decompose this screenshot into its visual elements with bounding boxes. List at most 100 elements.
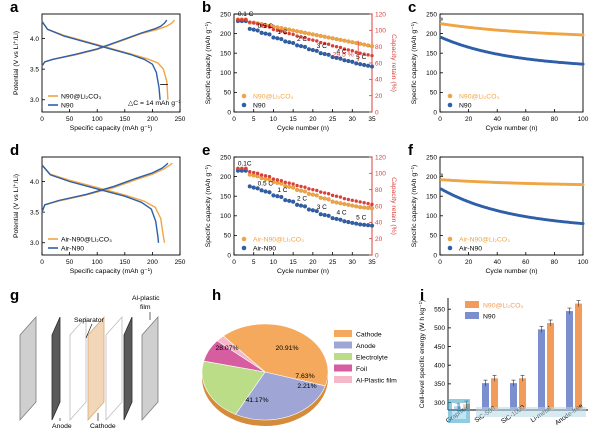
x-tick-label: 15 (290, 259, 298, 266)
retain-point (236, 166, 240, 171)
y-tick-label: 250 (220, 11, 231, 18)
data-point (346, 58, 351, 64)
data-point (263, 31, 268, 36)
x-tick-label: 200 (147, 116, 158, 123)
data-point (298, 188, 304, 193)
x-tick-label: 0 (232, 259, 236, 266)
y-tick-label: 200 (220, 31, 231, 38)
data-point (298, 203, 304, 208)
retain-point (354, 199, 358, 203)
x-tick-label: 250 (175, 259, 186, 266)
data-point (330, 199, 335, 204)
legend-label: N90 (483, 314, 496, 321)
panel-g: g Separator Al-plastic film Anode Cathode (10, 287, 160, 430)
y2-tick-label: 120 (375, 11, 386, 18)
data-point (318, 212, 323, 217)
legend-swatch (334, 341, 352, 349)
data-point (287, 184, 292, 189)
x-tick-label: 100 (578, 116, 589, 123)
data-point (342, 38, 347, 43)
legend-swatch (447, 93, 453, 99)
y2-tick-label: 20 (375, 93, 383, 100)
separator-layer (69, 315, 87, 422)
legend-label: N90@Li₂CO₃ (483, 303, 523, 310)
data-point (267, 32, 272, 37)
x-tick-label: 50 (66, 116, 74, 123)
retain-point (295, 183, 299, 188)
y-tick-label: 0 (227, 252, 231, 259)
data-point (354, 221, 359, 226)
x-tick-label: 150 (119, 116, 130, 123)
data-point (362, 42, 367, 47)
data-point (314, 193, 319, 198)
data-point (354, 204, 359, 209)
retain-point (299, 35, 303, 39)
y2-tick-label: 100 (375, 171, 386, 178)
data-point (338, 37, 343, 42)
x-tick-label: 30 (349, 116, 357, 123)
retain-point (291, 32, 295, 37)
y2-tick-label: 40 (375, 220, 383, 227)
retain-point (326, 42, 331, 46)
data-point (259, 30, 264, 35)
data-point (306, 47, 311, 52)
label-cathode: Cathode (90, 423, 116, 430)
legend-label: Air-N90@Li₂CO₃ (61, 236, 112, 243)
retain-point (303, 185, 307, 189)
data-point (283, 198, 288, 203)
y-tick-label: 100 (220, 213, 231, 220)
curve-charge-1 (41, 162, 169, 213)
retain-point (255, 171, 260, 176)
data-point (295, 29, 300, 34)
x-axis-label: Cycle number (n) (277, 268, 329, 275)
legend-label: Cathode (356, 332, 382, 339)
retain-point (252, 170, 256, 175)
y2-tick-label: 60 (375, 60, 383, 67)
retain-point (366, 53, 370, 57)
data-point (314, 48, 319, 53)
pointer-line (85, 323, 93, 339)
data-point (366, 63, 371, 68)
data-point (354, 61, 359, 66)
retain-point (259, 23, 264, 28)
x-tick-label: 0 (232, 116, 236, 123)
retain-point (338, 195, 343, 199)
retain-point (291, 182, 295, 186)
panel-letter: c (408, 0, 416, 16)
panel-f: f 0 20 40 60 80 100 0 50 100 150 200 250 Cycle number… (408, 142, 589, 275)
x-tick-label: 0 (40, 259, 44, 266)
x-tick-label: 5 (252, 116, 256, 123)
legend-swatch (447, 236, 453, 242)
data-point (318, 195, 323, 200)
data-point (322, 212, 327, 218)
retain-point (252, 21, 256, 25)
retain-point (319, 40, 323, 45)
y2-axis-label: Capacity retain (%) (390, 34, 397, 92)
retain-point (330, 44, 335, 48)
x-tick-label: 20 (309, 259, 317, 266)
y-tick-label: 250 (220, 154, 231, 161)
bar-n90 (482, 383, 489, 410)
retain-point (259, 173, 264, 177)
legend-label: Air-N90@Li₂CO₃ (253, 236, 304, 243)
retain-point (255, 22, 260, 26)
retain-point (275, 28, 280, 33)
data-point (271, 35, 276, 40)
data-point (255, 186, 260, 191)
panel-a: a 0 50 100 150 200 250 3.0 3.5 4.0 Specific capaci… (10, 0, 186, 132)
retain-point (315, 39, 319, 43)
rate-label: 0.5 C (258, 180, 274, 187)
legend-label: N90@Li₂CO₃ (459, 93, 499, 100)
retain-point (319, 190, 323, 194)
x-tick-label: 10 (270, 259, 278, 266)
data-point (302, 189, 308, 194)
retain-point (346, 197, 351, 202)
data-point (287, 40, 292, 45)
cathode-layer (87, 315, 105, 422)
panel-letter: e (202, 142, 210, 159)
x-tick-label: 100 (92, 259, 103, 266)
data-point (287, 198, 292, 203)
data-point (247, 184, 252, 189)
data-point (291, 199, 296, 204)
